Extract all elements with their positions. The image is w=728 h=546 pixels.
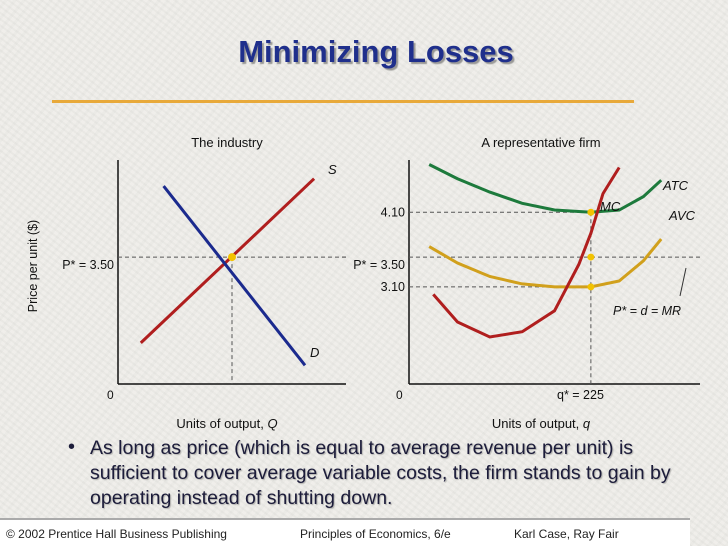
mc-label: MC (600, 199, 621, 214)
avc-label: AVC (668, 208, 696, 223)
firm-tick-4-10: 4.10 (381, 205, 405, 219)
industry-price-label: P* = 3.50 (62, 258, 114, 272)
industry-chart-title: The industry (191, 135, 263, 150)
firm-point-avc (587, 283, 595, 291)
industry-chart: The industry Price per unit ($) 0 Units … (26, 135, 346, 431)
bullet-marker: • (68, 436, 76, 458)
industry-y-axis-label: Price per unit ($) (26, 220, 40, 312)
supply-curve (139, 177, 316, 344)
firm-origin-label: 0 (396, 388, 403, 402)
slide-title: Minimizing Losses (238, 34, 514, 69)
title-underline (52, 100, 634, 103)
mr-label: P* = d = MR (613, 304, 681, 318)
industry-origin-label: 0 (107, 388, 114, 402)
firm-x-axis-label: Units of output, q (492, 416, 591, 431)
industry-x-axis-label-var: Q (267, 416, 277, 431)
mc-curve (432, 166, 621, 339)
avc-curve (428, 238, 663, 289)
supply-label: S (328, 162, 337, 177)
footer-book-title: Principles of Economics, 6/e (300, 527, 451, 541)
firm-chart-title: A representative firm (481, 135, 600, 150)
footer-bar: © 2002 Prentice Hall Business Publishing… (0, 518, 690, 546)
firm-x-axis-label-var: q (583, 416, 591, 431)
atc-label: ATC (662, 178, 689, 193)
bullet-text: As long as price (which is equal to aver… (90, 437, 671, 509)
firm-point-price (587, 253, 595, 261)
qstar-label: q* = 225 (557, 388, 604, 402)
firm-x-axis-label-text: Units of output, (492, 416, 583, 431)
demand-label: D (310, 345, 319, 360)
footer-authors: Karl Case, Ray Fair (514, 527, 619, 541)
firm-chart: A representative firm 0 Units of output,… (340, 135, 700, 431)
industry-equilibrium-point (228, 253, 236, 262)
demand-curve (162, 185, 307, 367)
firm-price-label: P* = 3.50 (353, 258, 405, 272)
firm-point-atc (587, 208, 595, 216)
atc-curve (428, 163, 663, 214)
mr-label-pointer (679, 267, 687, 297)
firm-tick-3-10: 3.10 (381, 280, 405, 294)
industry-x-axis-label: Units of output, Q (176, 416, 277, 431)
footer-publisher: © 2002 Prentice Hall Business Publishing (6, 527, 227, 541)
industry-x-axis-label-text: Units of output, (176, 416, 267, 431)
